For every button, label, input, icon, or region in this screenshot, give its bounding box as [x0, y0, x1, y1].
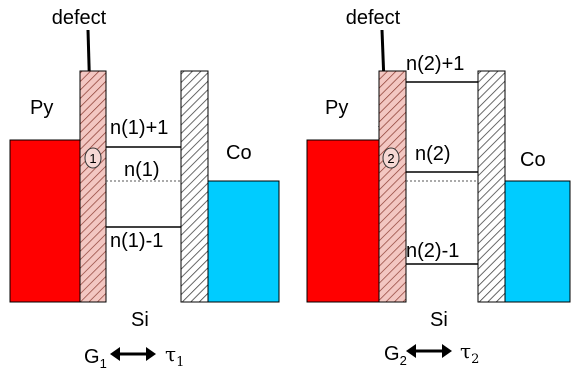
right-level-lower-label: n(2)-1 — [406, 240, 459, 262]
left-defect-marker — [84, 147, 102, 169]
right-level-middle-label: n(2) — [415, 143, 451, 165]
left-tunnel-barrier-py — [79, 70, 107, 303]
left-defect-label: defect — [52, 7, 107, 29]
right-defect-marker — [382, 147, 400, 169]
right-tunnel-barrier-py — [378, 70, 407, 303]
left-py-label: Py — [30, 97, 53, 119]
right-level-upper-label: n(2)+1 — [406, 53, 464, 75]
right-tunnel-barrier-co — [477, 70, 506, 303]
left-co-block — [207, 180, 280, 303]
right-tau-symbol: τ2 — [460, 339, 479, 367]
right-double-arrow — [406, 344, 452, 358]
right-panel: defect Py 2 Co n(2)+1 n(2) n(2)-1 Si G2 … — [306, 7, 571, 368]
left-level-upper-label: n(1)+1 — [110, 117, 168, 139]
right-py-label: Py — [325, 97, 348, 119]
right-si-label: Si — [430, 309, 448, 331]
left-tunnel-barrier-co — [180, 70, 209, 303]
left-co-label: Co — [226, 142, 252, 164]
left-double-arrow — [110, 347, 156, 361]
right-py-block — [306, 139, 380, 303]
right-co-block — [504, 180, 571, 303]
right-defect-label: defect — [346, 7, 401, 29]
right-co-label: Co — [520, 149, 546, 171]
left-level-middle-label: n(1) — [124, 159, 160, 181]
left-si-label: Si — [131, 309, 149, 331]
left-g-symbol: G1 — [84, 346, 107, 371]
right-g-symbol: G2 — [384, 343, 407, 368]
left-tau-symbol: τ1 — [165, 342, 184, 370]
left-level-lower-label: n(1)-1 — [110, 230, 163, 252]
left-defect-marker-label: 1 — [89, 151, 96, 166]
left-panel: defect Py 1 Co n(1)+1 n(1) n(1)-1 Si G1 — [9, 7, 280, 371]
right-defect-marker-label: 2 — [387, 151, 394, 166]
left-py-block — [9, 139, 81, 303]
